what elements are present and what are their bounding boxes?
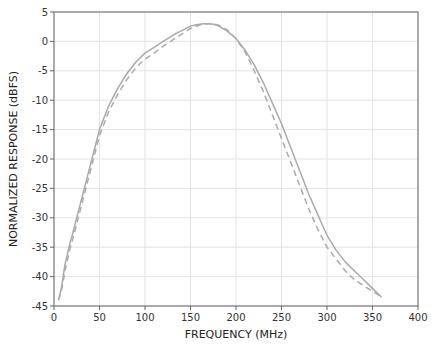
y-tick [50,276,54,277]
x-axis-label: FREQUENCY (MHz) [185,328,288,341]
y-grid-line [54,217,418,218]
x-tick [327,306,328,310]
x-tick [281,306,282,310]
x-tick [372,306,373,310]
y-tick-label: -15 [32,124,48,135]
y-axis-label: NORMALIZED RESPONSE (dBFS) [7,71,20,247]
x-tick-label: 100 [135,312,154,323]
y-tick [50,188,54,189]
x-tick [418,306,419,310]
y-grid-line [54,100,418,101]
x-tick [190,306,191,310]
y-tick [50,159,54,160]
x-tick-label: 0 [51,312,57,323]
plot-area [54,12,418,306]
plot-frame [54,12,418,306]
x-tick [99,306,100,310]
x-tick [54,306,55,310]
y-tick-label: -40 [32,271,48,282]
y-tick [50,70,54,71]
series-line [59,24,382,300]
x-tick-label: 400 [408,312,427,323]
y-grid-line [54,129,418,130]
y-tick [50,247,54,248]
x-tick [236,306,237,310]
x-tick-label: 300 [317,312,336,323]
grid [54,12,418,306]
y-tick-label: -5 [38,65,48,76]
y-tick [50,41,54,42]
y-tick-label: -20 [32,154,48,165]
x-tick-label: 350 [363,312,382,323]
y-grid-line [54,276,418,277]
y-tick [50,12,54,13]
x-tick [145,306,146,310]
series-line [59,24,382,300]
y-tick [50,217,54,218]
series-group [59,24,382,300]
y-tick-label: -35 [32,242,48,253]
y-tick-label: 5 [42,7,48,18]
chart: 05010015020025030035040050-5-10-15-20-25… [0,0,434,346]
y-tick-label: -25 [32,183,48,194]
x-tick-label: 200 [226,312,245,323]
y-grid-line [54,188,418,189]
y-tick-label: 0 [42,36,48,47]
x-tick-label: 50 [93,312,106,323]
y-tick-label: -10 [32,95,48,106]
x-tick-label: 150 [181,312,200,323]
y-tick [50,129,54,130]
x-tick-label: 250 [272,312,291,323]
y-grid-line [54,247,418,248]
axes: 05010015020025030035040050-5-10-15-20-25… [32,7,428,324]
y-tick [50,100,54,101]
y-tick-label: -45 [32,301,48,312]
y-tick [50,306,54,307]
y-grid-line [54,159,418,160]
y-grid-line [54,41,418,42]
y-tick-label: -30 [32,212,48,223]
y-grid-line [54,70,418,71]
